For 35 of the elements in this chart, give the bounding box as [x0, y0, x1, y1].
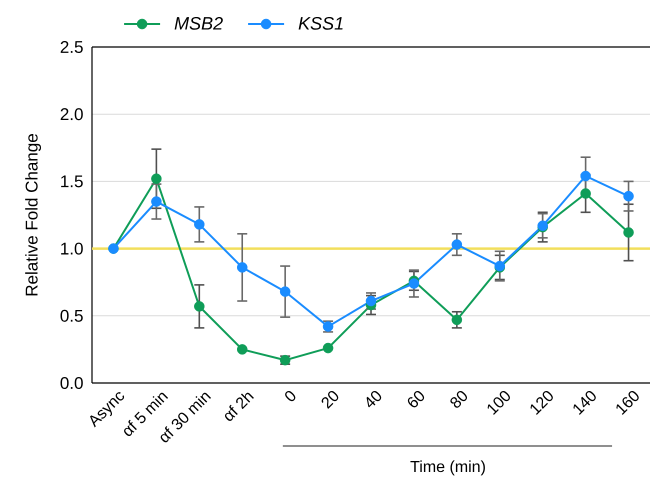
y-axis-title: Relative Fold Change: [25, 134, 42, 296]
y-tick-label: 1.5: [61, 175, 83, 188]
x-tick-label: 140: [573, 390, 596, 415]
point: [236, 344, 248, 355]
x-tick-label: 100: [488, 390, 510, 415]
point: [452, 314, 462, 326]
y-tick-label: 0.5: [60, 310, 83, 322]
point: [580, 170, 591, 182]
x-tick-label: 40: [366, 390, 382, 408]
x-tick-label: 160: [616, 390, 639, 415]
point: [623, 227, 634, 238]
y-tick-label: 1.0: [61, 242, 83, 255]
y-tick-label: 2.5: [60, 40, 83, 54]
point: [151, 196, 162, 207]
legend-label: KSS1: [298, 16, 343, 30]
point: [236, 262, 248, 273]
y-tick-label: 0.0: [60, 376, 83, 390]
x-tick-label: αf 2h: [225, 392, 254, 421]
x-axis-title: Time (min): [410, 460, 485, 476]
point: [194, 219, 205, 230]
y-tick-label: 2.0: [60, 108, 83, 120]
x-tick-label: 60: [408, 390, 424, 408]
point: [623, 190, 634, 202]
legend-label: MSB2: [174, 16, 223, 30]
point: [366, 296, 376, 306]
point: [151, 173, 162, 184]
x-tick-label: 0: [285, 390, 296, 402]
point: [452, 239, 462, 250]
point: [280, 286, 290, 297]
x-tick-label: 80: [450, 390, 468, 408]
point: [322, 342, 334, 354]
point: [580, 188, 591, 199]
x-tick-label: 120: [530, 390, 553, 415]
x-tick-label: 20: [322, 390, 338, 409]
point: [194, 301, 205, 312]
